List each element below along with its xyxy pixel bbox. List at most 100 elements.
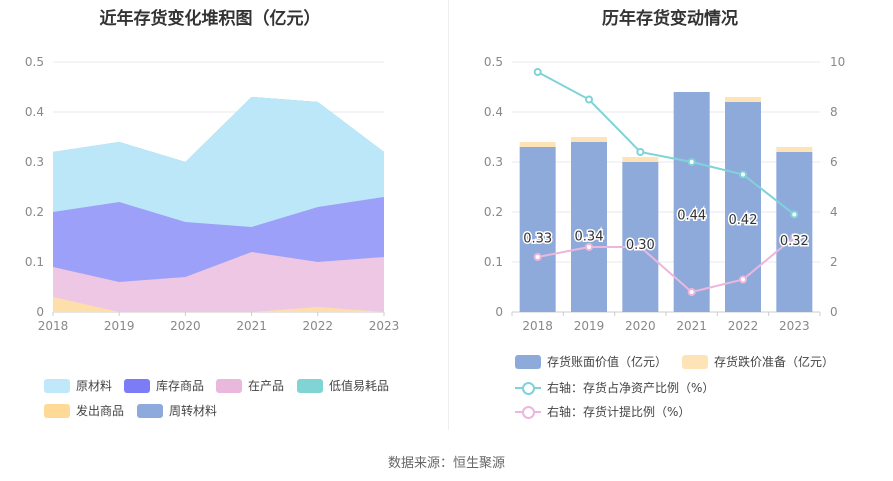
bar-book-value (519, 147, 556, 312)
y-tick-label: 0.4 (25, 105, 44, 119)
bar-value-label: 0.44 (677, 209, 706, 224)
y-tick-label: 0.1 (484, 255, 503, 269)
legend-item-raw-materials[interactable]: 原材料 (44, 377, 112, 394)
legend-item-goods-shipped[interactable]: 发出商品 (44, 402, 124, 419)
legend-item-turnover[interactable]: 周转材料 (137, 402, 217, 419)
line-point (636, 148, 645, 156)
legend-label: 发出商品 (76, 404, 125, 418)
y-tick-label: 0.2 (25, 205, 44, 219)
y-tick-label: 0.2 (484, 205, 503, 219)
x-tick-label: 2022 (303, 319, 334, 333)
line-point (790, 210, 799, 219)
x-tick-label: 2021 (236, 319, 267, 333)
bar-value-label: 0.30 (626, 238, 655, 253)
line-point (585, 243, 593, 251)
y2-tick-label: 2 (830, 255, 838, 269)
right-chart-title: 历年存货变动情况 (602, 9, 738, 29)
legend-label: 低值易耗品 (329, 379, 390, 393)
y2-tick-label: 0 (830, 305, 838, 319)
line-net-asset-ratio (537, 71, 795, 216)
bar-impairment (725, 97, 761, 102)
x-tick-label: 2019 (574, 319, 605, 333)
line-point (687, 288, 696, 296)
x-tick-label: 2021 (676, 319, 707, 333)
x-tick-label: 2022 (728, 319, 759, 333)
line-point (739, 275, 747, 284)
y-tick-label: 0.5 (25, 55, 44, 69)
legend-swatch (44, 403, 70, 418)
bar-value-label: 0.42 (729, 213, 758, 228)
legend-label: 在产品 (248, 379, 285, 393)
right-legend: 存货账面价值（亿元） 存货跌价准备（亿元） 右轴：存货占净资产比例（%） 右轴：… (515, 353, 834, 420)
y-tick-label: 0 (36, 305, 44, 319)
legend-label: 右轴：存货占净资产比例（%） (547, 381, 715, 395)
y-tick-label: 0.5 (484, 55, 503, 69)
x-tick-label: 2018 (38, 319, 69, 333)
line-point (636, 243, 645, 251)
x-tick-label: 2019 (104, 319, 135, 333)
legend-line-marker (515, 405, 541, 419)
y-tick-label: 0.3 (25, 155, 44, 169)
bar-book-value (622, 162, 659, 312)
legend-item-provision-ratio[interactable]: 右轴：存货计提比例（%） (515, 403, 690, 420)
legend-item-wip[interactable]: 在产品 (216, 377, 284, 394)
area-series (53, 252, 384, 312)
line-point (585, 95, 593, 104)
x-tick-label: 2020 (170, 319, 201, 333)
x-tick-label: 2023 (369, 319, 400, 333)
legend-swatch (682, 354, 708, 369)
legend-swatch (44, 378, 70, 393)
line-point (533, 68, 542, 76)
left-chart-title: 近年存货变化堆积图（亿元） (99, 9, 321, 29)
x-tick-label: 2023 (779, 319, 810, 333)
line-point (739, 170, 747, 179)
bar-value-label: 0.34 (575, 230, 604, 245)
legend-swatch (515, 354, 541, 369)
data-source: 数据来源：恒生聚源 (387, 456, 505, 471)
line-point (687, 158, 696, 166)
area-series (53, 297, 384, 312)
x-tick-label: 2020 (625, 319, 656, 333)
legend-label: 存货账面价值（亿元） (547, 355, 668, 369)
left-stacked-area-chart: 0 0.1 0.2 0.3 0.4 0.5 2018 2019 2020 2021 2022 2023 (25, 55, 400, 333)
line-point (533, 253, 542, 261)
bar-value-label: 0.32 (780, 234, 809, 249)
bar-impairment (571, 137, 607, 142)
legend-item-impairment[interactable]: 存货跌价准备（亿元） (682, 353, 834, 370)
bar-book-value (673, 92, 710, 312)
legend-label: 原材料 (76, 379, 113, 393)
y2-tick-label: 10 (830, 55, 845, 69)
legend-label: 右轴：存货计提比例（%） (547, 405, 691, 419)
line-point (790, 233, 799, 241)
x-tick-label: 2018 (522, 319, 553, 333)
y2-tick-label: 6 (830, 155, 838, 169)
right-bar-line-chart: 0 0.1 0.2 0.3 0.4 0.5 0 2 4 6 8 10 2018 2019 2020 2021 2… (484, 55, 845, 333)
legend-swatch (137, 403, 163, 418)
legend-swatch (216, 378, 242, 393)
legend-item-low-value[interactable]: 低值易耗品 (297, 377, 389, 394)
legend-label: 库存商品 (156, 379, 205, 393)
bar-book-value (571, 142, 607, 312)
left-legend: 原材料 库存商品 在产品 低值易耗品 发出商品 周转材料 (0, 0, 448, 430)
y2-tick-label: 8 (830, 105, 838, 119)
bar-book-value (776, 152, 813, 312)
bar-impairment (519, 142, 556, 147)
legend-item-finished-goods[interactable]: 库存商品 (124, 377, 204, 394)
legend-line-marker (515, 381, 541, 395)
legend-item-book-value[interactable]: 存货账面价值（亿元） (515, 353, 667, 370)
legend-swatch (124, 378, 150, 393)
panel-divider (448, 0, 449, 430)
legend-item-net-asset-ratio[interactable]: 右轴：存货占净资产比例（%） (515, 379, 714, 396)
y-tick-label: 0 (495, 305, 503, 319)
legend-label: 存货跌价准备（亿元） (714, 355, 835, 369)
y-tick-label: 0.3 (484, 155, 503, 169)
y2-tick-label: 4 (830, 205, 838, 219)
y-tick-label: 0.4 (484, 105, 503, 119)
y-tick-label: 0.1 (25, 255, 44, 269)
bar-impairment (776, 147, 813, 152)
bar-impairment (622, 157, 659, 162)
bar-value-label: 0.33 (523, 232, 552, 247)
line-provision-ratio (537, 236, 795, 294)
legend-swatch (297, 378, 323, 393)
legend-label: 周转材料 (169, 404, 218, 418)
